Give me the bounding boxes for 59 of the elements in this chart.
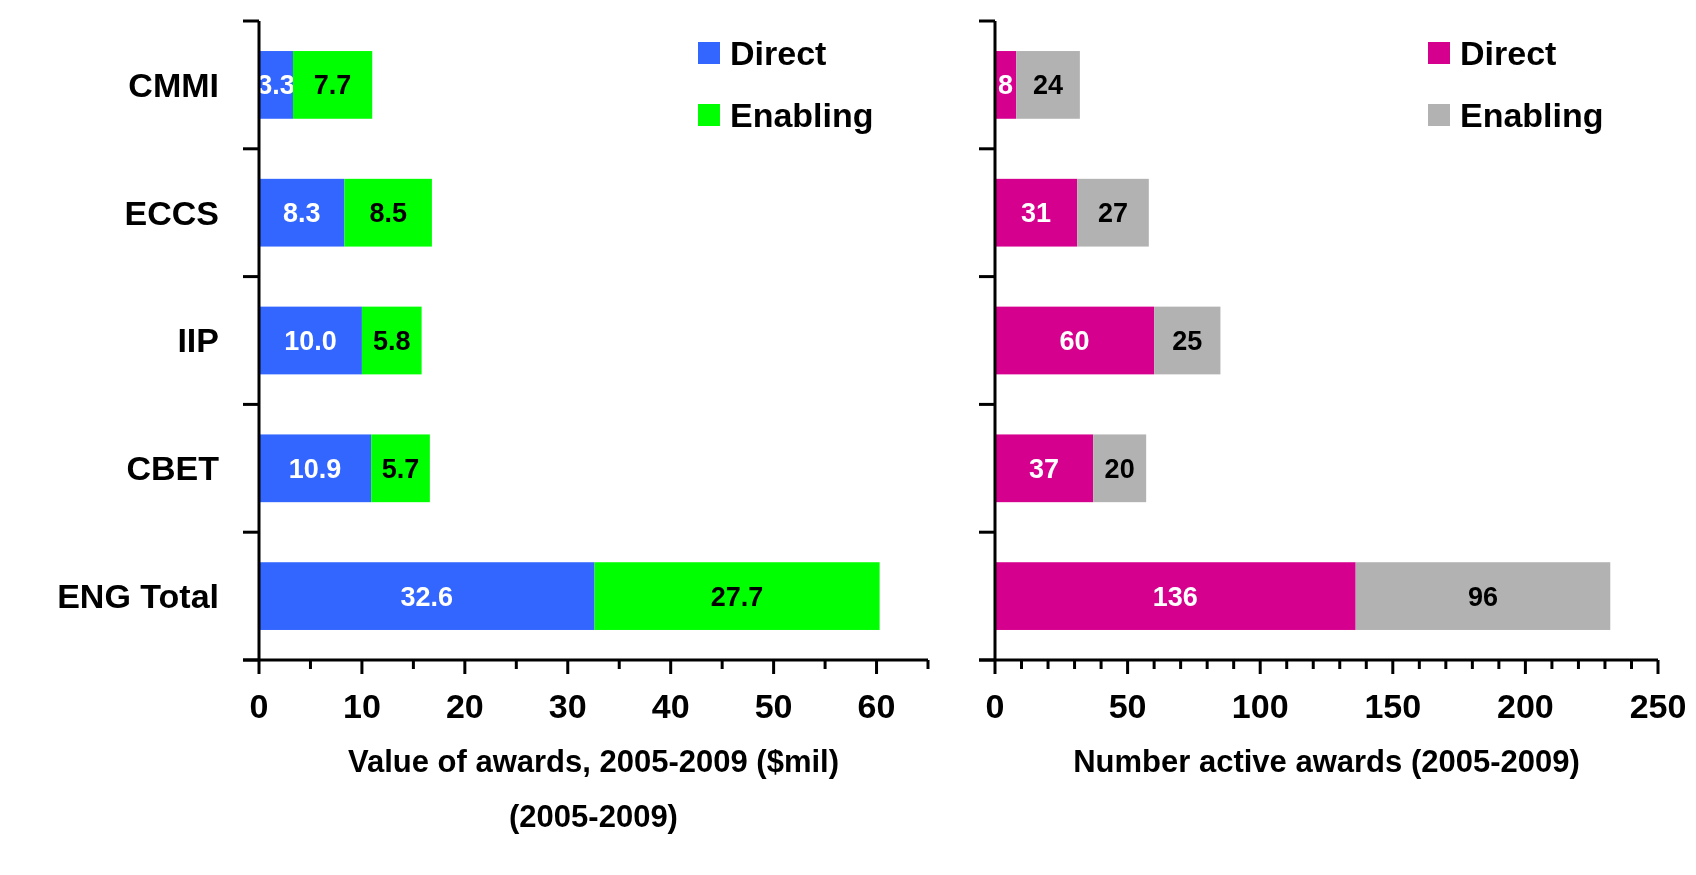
legend-label: Enabling	[1460, 95, 1604, 134]
legend-label: Direct	[1460, 33, 1557, 72]
data-label: 136	[1152, 581, 1198, 612]
bar	[995, 306, 1155, 375]
bar	[995, 562, 1356, 630]
x-tick-label: 100	[1231, 687, 1289, 725]
bar	[292, 51, 373, 119]
bar	[259, 562, 595, 630]
y-tick-label: ECCS	[124, 193, 219, 232]
data-label: 96	[1467, 581, 1498, 612]
data-label: 8.3	[282, 198, 321, 229]
bar	[259, 434, 372, 503]
x-tick-label: 30	[548, 687, 587, 725]
x-tick-label: 0	[985, 687, 1005, 725]
x-tick-label: 200	[1497, 687, 1554, 725]
x-tick-label: 250	[1629, 687, 1687, 725]
x-tick-label: 50	[754, 687, 793, 725]
bar	[995, 178, 1078, 247]
data-label: 10.9	[288, 453, 342, 484]
y-tick-label: ENG Total	[57, 577, 219, 615]
legend-label: Direct	[730, 33, 827, 72]
data-label: 27.7	[710, 581, 764, 612]
x-tick-label: 40	[651, 687, 690, 725]
bar	[1355, 562, 1611, 630]
data-label: 31	[1021, 198, 1052, 229]
x-tick-label: 10	[343, 687, 381, 725]
data-label: 60	[1059, 325, 1090, 356]
x-tick-label: 0	[249, 687, 269, 725]
bar	[371, 434, 430, 503]
x-axis-title: Value of awards, 2005-2009 ($mil) (2005-2009)	[347, 744, 840, 834]
data-label: 24	[1033, 70, 1064, 101]
x-tick-label: 150	[1364, 687, 1422, 725]
x-axis-title: Number active awards (2005-2009)	[1073, 744, 1580, 779]
x-tick-label: 60	[857, 687, 896, 725]
data-label: 20	[1104, 453, 1135, 484]
data-label: 5.8	[373, 325, 411, 356]
bar	[995, 434, 1094, 503]
data-label: 37	[1029, 453, 1060, 484]
bar	[344, 178, 432, 247]
data-label: 7.7	[313, 70, 352, 101]
data-label: 10.0	[284, 325, 337, 356]
bar	[1077, 178, 1149, 247]
data-label: 25	[1172, 325, 1203, 356]
data-label: 5.7	[381, 453, 420, 484]
x-tick-label: 20	[445, 687, 484, 725]
data-label: 27	[1097, 198, 1129, 229]
data-label: 8.5	[369, 198, 407, 229]
bar	[1154, 306, 1221, 375]
bar	[259, 178, 345, 247]
bar	[1016, 51, 1080, 119]
y-tick-label: CMMI	[128, 65, 219, 104]
data-label: 8	[998, 70, 1014, 101]
bar	[594, 562, 880, 630]
y-tick-label: CBET	[126, 449, 220, 488]
bar	[1093, 434, 1147, 503]
data-label: 32.6	[400, 581, 454, 612]
y-tick-label: IIP	[177, 321, 219, 360]
x-tick-label: 50	[1108, 687, 1147, 725]
legend-label: Enabling	[730, 95, 874, 134]
